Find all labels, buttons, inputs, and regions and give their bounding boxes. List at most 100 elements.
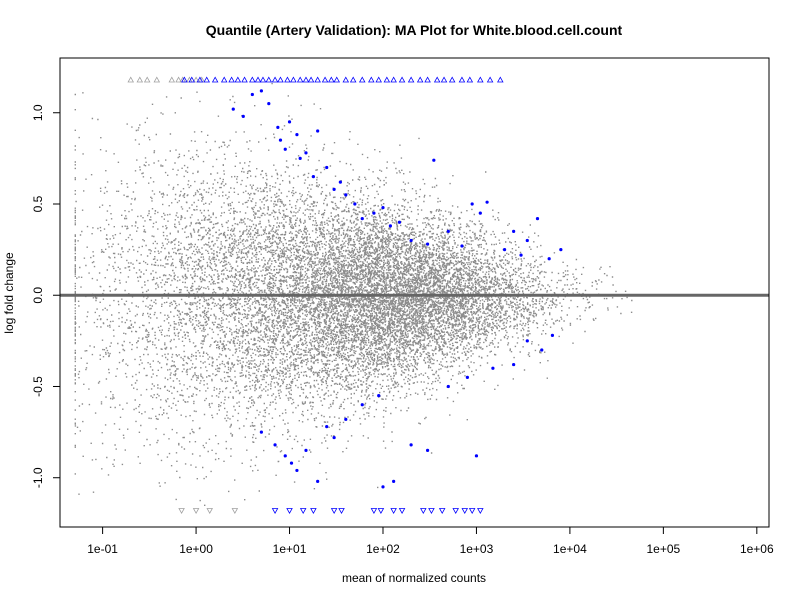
significant-point xyxy=(231,107,235,111)
clipped-up-marker xyxy=(203,76,210,83)
y-axis: -1.0 -0.5 0.0 0.5 1.0 xyxy=(31,104,61,488)
significant-point xyxy=(525,339,529,343)
significant-point xyxy=(298,156,302,160)
clipped-up-marker xyxy=(188,76,196,83)
clipped-down-marker xyxy=(390,508,397,514)
clipped-down-marker xyxy=(452,508,459,514)
significant-point xyxy=(283,147,287,151)
clipped-up-marker xyxy=(192,76,200,83)
clipped-up-marker xyxy=(458,76,466,83)
significant-point xyxy=(519,253,523,257)
clipped-up-marker xyxy=(398,76,406,83)
clipped-up-marker xyxy=(127,76,135,83)
clipped-down-marker xyxy=(438,508,446,514)
significant-point xyxy=(360,403,364,407)
x-tick-label: 1e+06 xyxy=(740,542,774,556)
significant-point xyxy=(316,479,320,483)
significant-point xyxy=(381,485,385,489)
significant-point xyxy=(338,180,342,184)
clipped-up-marker xyxy=(383,76,391,83)
clipped-down-marker xyxy=(231,508,239,514)
clipped-up-marker xyxy=(349,76,357,83)
significant-point xyxy=(241,114,245,118)
significant-point xyxy=(409,238,413,243)
significant-point xyxy=(332,187,336,191)
clipped-up-marker xyxy=(249,76,256,83)
significant-point xyxy=(559,248,563,252)
clipped-up-marker xyxy=(448,76,456,83)
significant-point xyxy=(392,479,396,483)
y-tick-label: 1.0 xyxy=(31,104,45,121)
clipped-up-marker xyxy=(234,76,242,83)
significant-point xyxy=(547,257,551,261)
clipped-down-marker xyxy=(398,508,406,514)
significant-point xyxy=(446,384,450,389)
clipped-up-marker xyxy=(477,76,484,83)
clipped-up-marker xyxy=(466,76,474,83)
x-tick-label: 1e+02 xyxy=(366,542,400,556)
significant-point xyxy=(425,242,430,246)
significant-point xyxy=(491,366,495,370)
significant-point xyxy=(470,202,474,206)
clipped-up-marker xyxy=(368,76,375,83)
clipped-up-marker xyxy=(143,76,151,83)
clipped-up-marker xyxy=(416,76,424,83)
clipped-down-marker xyxy=(299,508,307,514)
y-axis-label: log fold change xyxy=(2,252,16,334)
clipped-down-marker xyxy=(192,508,200,514)
y-tick-label: 0.0 xyxy=(31,287,45,304)
significant-point xyxy=(259,89,263,93)
clipped-up-marker xyxy=(175,76,182,83)
significant-point xyxy=(377,394,381,398)
significant-point xyxy=(289,461,294,465)
clipped-down-marker xyxy=(330,508,338,514)
significant-point xyxy=(425,448,430,452)
clipped-up-marker xyxy=(271,76,279,83)
clipped-up-marker xyxy=(358,76,366,83)
significant-point xyxy=(283,454,287,458)
x-tick-label: 1e+03 xyxy=(460,542,494,556)
significant-point xyxy=(316,129,320,133)
clipped-up-marker xyxy=(168,76,176,83)
clipped-points-layer xyxy=(127,76,504,514)
significant-point xyxy=(478,211,482,215)
significant-point xyxy=(432,158,436,162)
clipped-up-marker xyxy=(211,76,219,83)
clipped-up-marker xyxy=(390,76,397,83)
clipped-up-marker xyxy=(497,76,504,83)
clipped-down-marker xyxy=(310,508,317,514)
clipped-up-marker xyxy=(342,76,350,83)
significant-point xyxy=(502,248,507,252)
significant-point xyxy=(278,138,283,142)
significant-point xyxy=(287,120,292,124)
significant-point xyxy=(276,125,280,129)
significant-point xyxy=(311,175,315,179)
significant-point xyxy=(344,193,348,197)
significant-point xyxy=(525,238,529,243)
clipped-up-marker xyxy=(307,76,315,83)
x-tick-label: 1e+04 xyxy=(553,542,587,556)
clipped-down-marker xyxy=(428,508,435,514)
clipped-up-marker xyxy=(433,76,441,83)
clipped-up-marker xyxy=(290,76,297,83)
significant-points-layer xyxy=(231,89,563,489)
x-axis-label: mean of normalized counts xyxy=(342,571,486,585)
significant-point xyxy=(295,133,299,137)
clipped-up-marker xyxy=(277,76,284,83)
clipped-up-marker xyxy=(196,76,204,83)
clipped-down-marker xyxy=(338,508,345,514)
clipped-down-marker xyxy=(468,508,476,514)
clipped-down-marker xyxy=(178,508,185,514)
significant-point xyxy=(465,375,469,379)
clipped-up-marker xyxy=(241,76,248,83)
clipped-up-marker xyxy=(296,76,304,83)
clipped-up-marker xyxy=(265,76,273,83)
x-axis: 1e-01 1e+00 1e+01 1e+02 1e+03 1e+04 1e+05 1e+06 xyxy=(87,526,774,556)
clipped-down-marker xyxy=(461,508,469,514)
clipped-up-marker xyxy=(259,76,267,83)
clipped-down-marker xyxy=(377,508,385,514)
significant-point xyxy=(353,202,357,206)
significant-point xyxy=(360,216,364,221)
clipped-down-marker xyxy=(206,508,214,514)
